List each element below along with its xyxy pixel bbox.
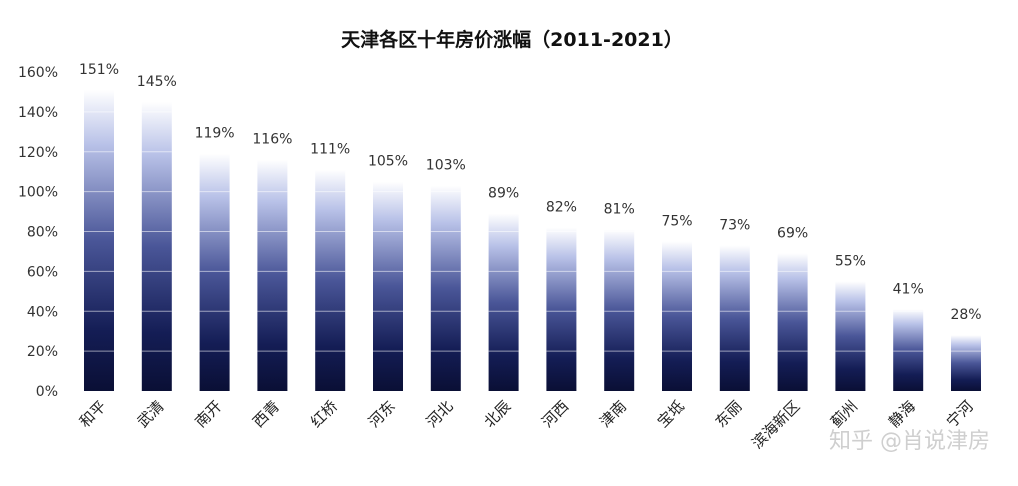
x-category-label: 南开	[191, 397, 225, 431]
x-category-label: 北辰	[480, 397, 514, 431]
bar-宝坻	[662, 241, 692, 391]
x-category-label: 蓟州	[827, 397, 861, 431]
bar-河东	[373, 181, 403, 391]
data-label: 89%	[488, 186, 519, 202]
x-category-label: 西青	[249, 397, 283, 431]
x-category-label: 红桥	[307, 397, 341, 431]
bar-蓟州	[835, 281, 866, 391]
data-label: 151%	[79, 62, 119, 78]
data-label: 69%	[777, 225, 808, 241]
x-category-label: 津南	[596, 397, 630, 431]
data-label: 145%	[137, 74, 177, 90]
x-category-label: 静海	[885, 397, 919, 431]
bar-河北	[430, 185, 461, 391]
gridlines	[84, 111, 981, 352]
data-label: 73%	[719, 217, 750, 233]
bar-河西	[546, 227, 577, 391]
data-label: 82%	[546, 200, 577, 216]
bar-滨海新区	[777, 253, 808, 391]
y-tick-label: 80%	[27, 225, 58, 241]
data-labels: 151% 145% 119% 116% 111% 105% 103% 89% 82% 81% 75%…	[79, 62, 982, 323]
y-tick-label: 60%	[27, 264, 58, 280]
chart-title: 天津各区十年房价涨幅（2011-2021）	[341, 28, 683, 51]
x-category-label: 东丽	[712, 397, 746, 431]
bar-宁河	[951, 335, 981, 391]
y-tick-label: 160%	[18, 65, 58, 81]
x-category-label: 河西	[538, 397, 572, 431]
y-tick-label: 140%	[18, 105, 58, 121]
x-category-label: 河北	[423, 397, 457, 431]
data-label: 81%	[604, 202, 635, 218]
data-label: 41%	[893, 281, 924, 297]
x-category-label: 宁河	[943, 397, 977, 431]
bar-东丽	[719, 245, 750, 391]
bars	[84, 89, 981, 391]
y-axis-ticks: 0% 20% 40% 60% 80% 100% 120% 140% 160%	[18, 65, 58, 400]
x-category-label: 宝坻	[654, 397, 688, 431]
x-category-label: 河东	[365, 397, 399, 431]
bar-津南	[604, 229, 635, 391]
data-label: 111%	[310, 142, 350, 158]
bar-静海	[893, 309, 924, 391]
y-tick-label: 100%	[18, 185, 58, 201]
bar-和平	[84, 89, 114, 391]
bar-西青	[257, 159, 288, 391]
bar-红桥	[315, 169, 346, 391]
y-tick-label: 40%	[27, 304, 58, 320]
y-tick-label: 120%	[18, 145, 58, 161]
y-tick-label: 20%	[27, 344, 58, 360]
x-category-label: 滨海新区	[748, 397, 803, 452]
bar-北辰	[488, 213, 519, 391]
data-label: 75%	[661, 213, 692, 229]
y-tick-label: 0%	[36, 384, 58, 400]
data-label: 55%	[835, 253, 866, 269]
bar-武清	[141, 101, 172, 391]
data-label: 103%	[426, 158, 466, 174]
x-category-label: 和平	[76, 397, 110, 431]
bar-南开	[199, 153, 230, 391]
data-label: 119%	[195, 126, 235, 142]
watermark: 知乎 @肖说津房	[829, 429, 990, 454]
x-category-label: 武清	[134, 397, 168, 431]
data-label: 105%	[368, 154, 408, 170]
data-label: 28%	[950, 307, 981, 323]
data-label: 116%	[252, 132, 292, 148]
